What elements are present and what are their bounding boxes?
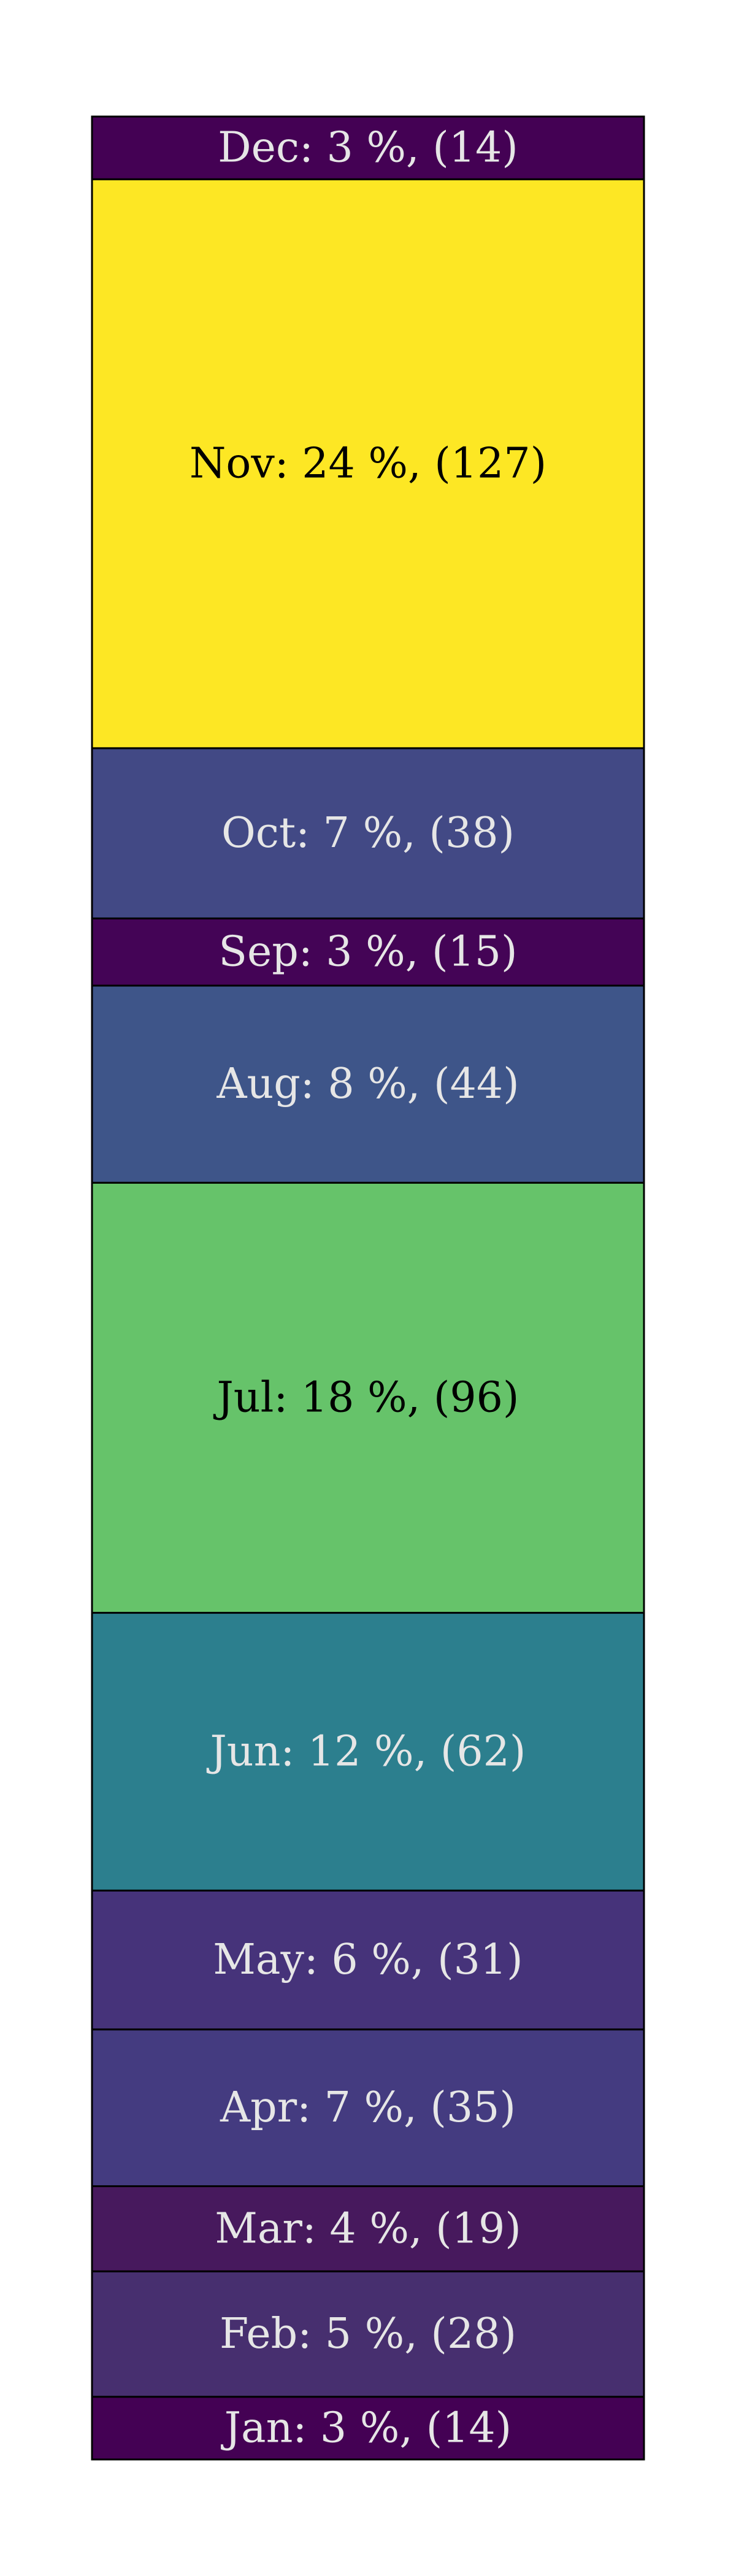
- segment-label-nov: Nov: 24 %, (127): [190, 440, 546, 488]
- segment-nov: [91, 178, 645, 749]
- segment-sep: [91, 917, 645, 987]
- segment-label-apr: Apr: 7 %, (35): [220, 2083, 516, 2132]
- segment-aug: [91, 984, 645, 1184]
- segment-feb: [91, 2270, 645, 2398]
- segment-may: [91, 1889, 645, 2031]
- segment-label-jun: Jun: 12 %, (62): [207, 1727, 526, 1776]
- segment-label-aug: Aug: 8 %, (44): [216, 1060, 519, 1108]
- segment-jan: [91, 2396, 645, 2461]
- labels-layer: Jan: 3 %, (14) Feb: 5 %, (28) Mar: 4 %, (1…: [190, 124, 546, 2453]
- segment-label-may: May: 6 %, (31): [213, 1936, 523, 1984]
- segment-label-jul: Jul: 18 %, (96): [213, 1373, 519, 1422]
- segment-apr: [91, 2028, 645, 2187]
- segment-label-dec: Dec: 3 %, (14): [218, 124, 518, 172]
- segment-label-oct: Oct: 7 %, (38): [221, 809, 515, 857]
- segment-label-mar: Mar: 4 %, (19): [215, 2204, 521, 2253]
- segment-dec: [91, 115, 645, 180]
- segment-oct: [91, 747, 645, 919]
- segment-label-feb: Feb: 5 %, (28): [220, 2310, 516, 2358]
- segments-layer: [91, 115, 645, 2461]
- segment-label-sep: Sep: 3 %, (15): [218, 928, 517, 976]
- segment-label-jan: Jan: 3 %, (14): [221, 2404, 512, 2452]
- segment-jul: [91, 1181, 645, 1614]
- segment-jun: [91, 1612, 645, 1892]
